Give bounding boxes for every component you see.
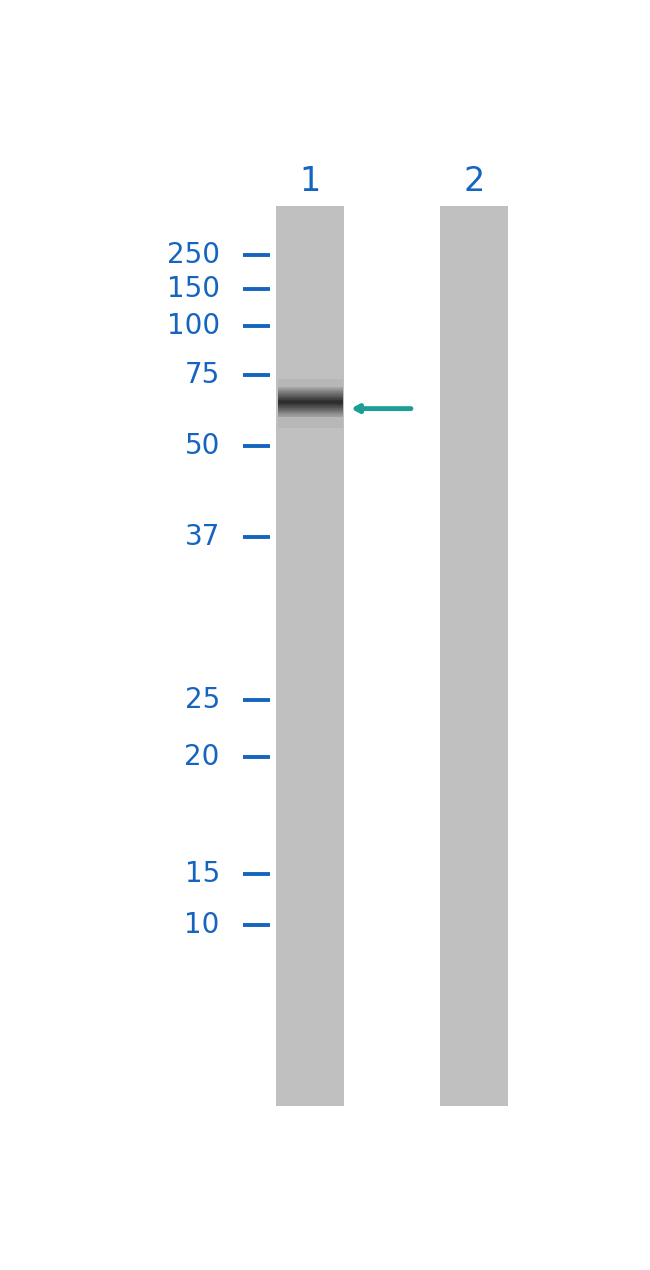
Text: 2: 2 xyxy=(463,165,485,198)
Text: 150: 150 xyxy=(167,276,220,304)
Text: 25: 25 xyxy=(185,686,220,714)
Text: 100: 100 xyxy=(166,312,220,340)
Bar xyxy=(276,206,344,1106)
Text: 37: 37 xyxy=(185,523,220,551)
Text: 50: 50 xyxy=(185,432,220,460)
Text: 10: 10 xyxy=(185,911,220,939)
Bar xyxy=(278,417,343,428)
Text: 1: 1 xyxy=(300,165,321,198)
Text: 15: 15 xyxy=(185,860,220,888)
Text: 250: 250 xyxy=(167,241,220,269)
Bar xyxy=(278,380,343,389)
Text: 20: 20 xyxy=(185,743,220,771)
Text: 75: 75 xyxy=(185,362,220,390)
Bar xyxy=(440,206,508,1106)
